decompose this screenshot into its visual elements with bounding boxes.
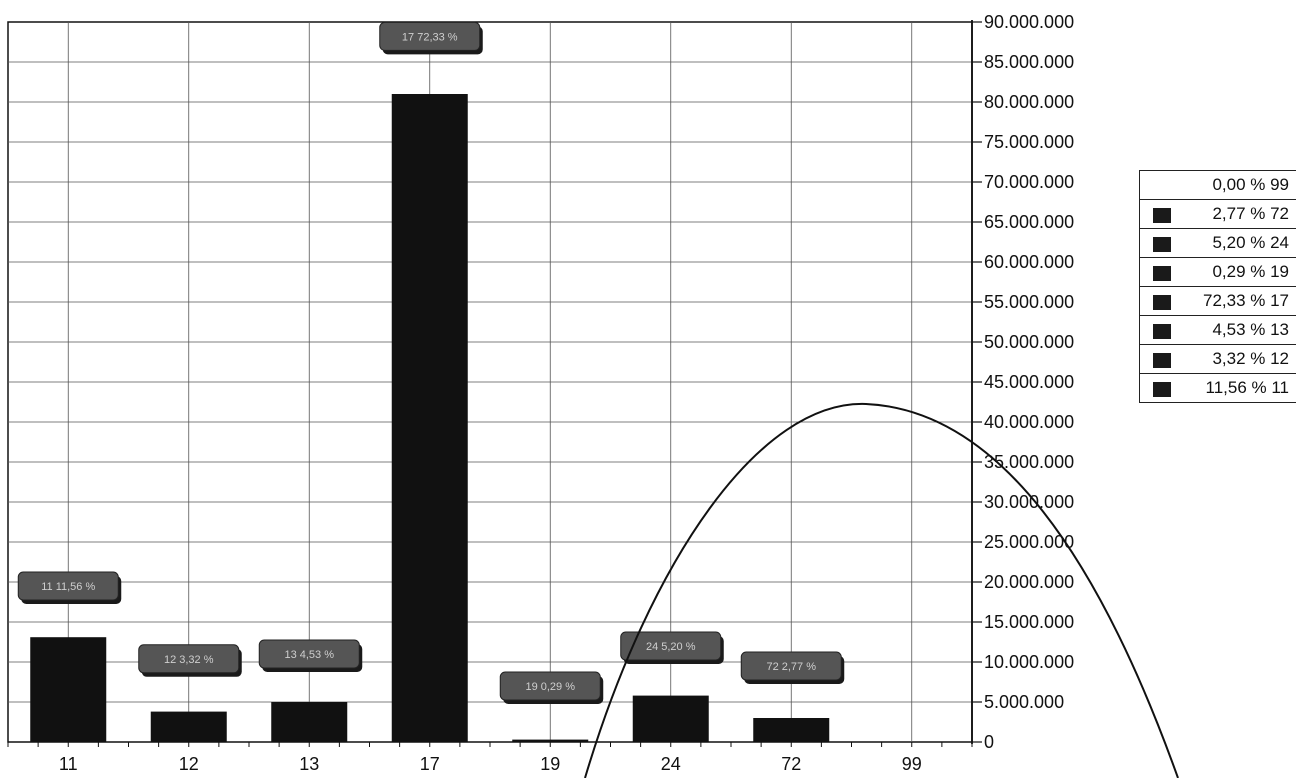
data-label: 13 4,53 % xyxy=(284,649,334,661)
y-tick-label: 90.000.000 xyxy=(984,12,1074,32)
y-tick-label: 45.000.000 xyxy=(984,372,1074,392)
y-tick-label: 60.000.000 xyxy=(984,252,1074,272)
y-tick-label: 80.000.000 xyxy=(984,92,1074,112)
legend-label: 0,00 % 99 xyxy=(1212,175,1289,194)
data-label: 72 2,77 % xyxy=(766,661,816,673)
data-label: 17 72,33 % xyxy=(402,31,458,43)
y-tick-label: 50.000.000 xyxy=(984,332,1074,352)
x-tick-label: 17 xyxy=(420,754,440,774)
legend-swatch xyxy=(1153,266,1171,281)
y-tick-label: 75.000.000 xyxy=(984,132,1074,152)
legend-label: 2,77 % 72 xyxy=(1212,204,1289,223)
y-tick-label: 20.000.000 xyxy=(984,572,1074,592)
y-tick-label: 15.000.000 xyxy=(984,612,1074,632)
bar-19 xyxy=(512,739,589,742)
legend-swatch xyxy=(1153,353,1171,368)
legend-item: 11,56 % 11 xyxy=(1140,374,1296,402)
x-tick-label: 19 xyxy=(540,754,560,774)
y-tick-label: 10.000.000 xyxy=(984,652,1074,672)
data-label-box xyxy=(379,21,481,51)
data-label: 11 11,56 % xyxy=(41,581,95,593)
y-tick-label: 55.000.000 xyxy=(984,292,1074,312)
legend-item: 5,20 % 24 xyxy=(1140,229,1296,258)
y-tick-label: 40.000.000 xyxy=(984,412,1074,432)
overlay-arc xyxy=(584,402,1179,779)
legend-item: 4,53 % 13 xyxy=(1140,316,1296,345)
bar-12 xyxy=(150,711,227,742)
legend-item: 2,77 % 72 xyxy=(1140,200,1296,229)
legend-item: 0,00 % 99 xyxy=(1140,171,1296,200)
data-label-box xyxy=(740,651,842,681)
data-label-box xyxy=(499,671,601,701)
legend-label: 5,20 % 24 xyxy=(1212,233,1289,252)
legend-label: 3,32 % 12 xyxy=(1212,349,1289,368)
bar-24 xyxy=(632,695,709,742)
legend-swatch xyxy=(1153,237,1171,252)
bar-11 xyxy=(30,637,107,742)
y-tick-label: 0 xyxy=(984,732,994,752)
legend-label: 4,53 % 13 xyxy=(1212,320,1289,339)
y-tick-label: 70.000.000 xyxy=(984,172,1074,192)
x-tick-label: 72 xyxy=(781,754,801,774)
bar-13 xyxy=(271,702,348,742)
y-tick-label: 30.000.000 xyxy=(984,492,1074,512)
legend-item: 0,29 % 19 xyxy=(1140,258,1296,287)
x-tick-label: 12 xyxy=(179,754,199,774)
legend-label: 0,29 % 19 xyxy=(1212,262,1289,281)
legend-swatch xyxy=(1153,382,1171,397)
data-label-box xyxy=(258,639,360,669)
y-tick-label: 25.000.000 xyxy=(984,532,1074,552)
y-tick-label: 65.000.000 xyxy=(984,212,1074,232)
data-label-box xyxy=(620,631,722,661)
chart-legend: 0,00 % 99 2,77 % 72 5,20 % 24 0,29 % 19 72,3… xyxy=(1139,170,1296,403)
x-tick-label: 99 xyxy=(902,754,922,774)
legend-item: 3,32 % 12 xyxy=(1140,345,1296,374)
y-tick-label: 85.000.000 xyxy=(984,52,1074,72)
bar-72 xyxy=(753,718,830,742)
data-label: 24 5,20 % xyxy=(646,641,696,653)
y-tick-label: 35.000.000 xyxy=(984,452,1074,472)
data-label: 19 0,29 % xyxy=(525,681,575,693)
data-label: 12 3,32 % xyxy=(164,654,214,666)
legend-item: 72,33 % 17 xyxy=(1140,287,1296,316)
legend-swatch xyxy=(1153,208,1171,223)
legend-swatch xyxy=(1153,295,1171,310)
x-tick-label: 13 xyxy=(299,754,319,774)
x-tick-label: 24 xyxy=(661,754,681,774)
legend-label: 11,56 % 11 xyxy=(1205,378,1290,397)
data-label-box xyxy=(17,571,119,601)
y-tick-label: 5.000.000 xyxy=(984,692,1064,712)
legend-swatch xyxy=(1153,324,1171,339)
x-tick-label: 11 xyxy=(59,754,78,774)
bar-17 xyxy=(391,94,468,742)
data-label-box xyxy=(138,644,240,674)
legend-label: 72,33 % 17 xyxy=(1202,291,1289,310)
